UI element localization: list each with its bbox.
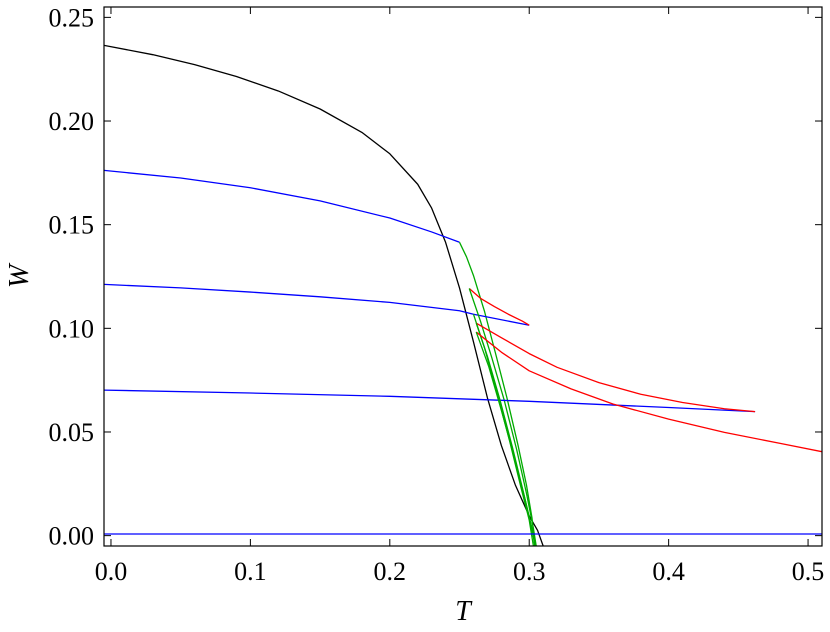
y-axis: 0.00 0.05 0.10 0.15 0.20 0.25 bbox=[49, 3, 822, 551]
y-tick-label: 0.25 bbox=[49, 3, 95, 32]
y-tick-label: 0.05 bbox=[49, 418, 95, 447]
series-line-9 bbox=[104, 389, 756, 413]
x-tick-label: 0.5 bbox=[792, 557, 825, 586]
x-tick-label: 0.4 bbox=[652, 557, 685, 586]
x-axis-title: T bbox=[455, 596, 473, 627]
series-line-2 bbox=[104, 169, 460, 243]
x-axis: 0.0 0.1 0.2 0.3 0.4 0.5 bbox=[95, 7, 825, 586]
y-tick-label: 0.20 bbox=[49, 107, 95, 136]
series-line-12 bbox=[475, 331, 822, 453]
series-line-1 bbox=[104, 44, 544, 546]
y-tick-label: 0.10 bbox=[49, 314, 95, 343]
y-tick-label: 0.00 bbox=[49, 522, 95, 551]
series-line-3 bbox=[458, 242, 536, 546]
plot-area bbox=[104, 44, 822, 546]
x-tick-label: 0.0 bbox=[95, 557, 128, 586]
series-line-5 bbox=[473, 313, 530, 326]
x-tick-label: 0.1 bbox=[234, 557, 267, 586]
y-axis-title: W bbox=[4, 262, 35, 288]
x-tick-label: 0.2 bbox=[374, 557, 407, 586]
plot-frame bbox=[103, 6, 823, 547]
series-line-10 bbox=[475, 322, 756, 413]
y-tick-label: 0.15 bbox=[49, 211, 95, 240]
series-line-6 bbox=[468, 288, 530, 326]
x-tick-label: 0.3 bbox=[513, 557, 546, 586]
series-line-13 bbox=[475, 331, 537, 546]
series-line-4 bbox=[104, 283, 474, 315]
